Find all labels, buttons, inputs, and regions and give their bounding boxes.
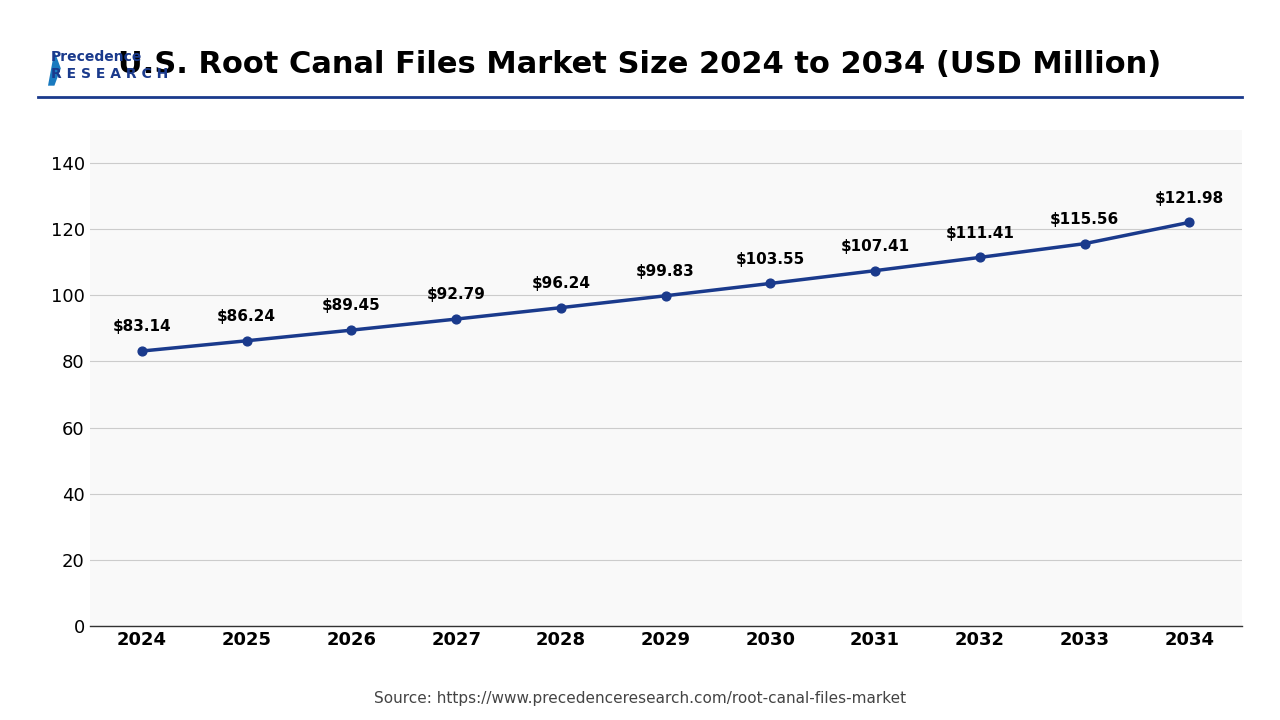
Text: $103.55: $103.55	[736, 252, 805, 267]
Point	[237, 335, 257, 346]
Point	[132, 346, 152, 357]
Point	[760, 278, 781, 289]
Point	[1074, 238, 1094, 249]
Polygon shape	[49, 51, 61, 86]
Text: $121.98: $121.98	[1155, 191, 1224, 206]
Point	[445, 313, 466, 325]
Point	[865, 265, 886, 276]
Text: Precedence
R E S E A R C H: Precedence R E S E A R C H	[51, 50, 169, 81]
Text: $107.41: $107.41	[841, 239, 910, 254]
Text: U.S. Root Canal Files Market Size 2024 to 2034 (USD Million): U.S. Root Canal Files Market Size 2024 t…	[118, 50, 1162, 79]
Text: $83.14: $83.14	[113, 320, 172, 334]
Point	[655, 290, 676, 302]
Text: Source: https://www.precedenceresearch.com/root-canal-files-market: Source: https://www.precedenceresearch.c…	[374, 690, 906, 706]
Point	[969, 252, 989, 264]
Point	[550, 302, 571, 313]
Text: $111.41: $111.41	[946, 226, 1014, 240]
Point	[342, 325, 362, 336]
Text: $99.83: $99.83	[636, 264, 695, 279]
Point	[1179, 217, 1199, 228]
Text: $86.24: $86.24	[218, 309, 276, 324]
Text: $92.79: $92.79	[426, 287, 485, 302]
Text: $96.24: $96.24	[531, 276, 590, 291]
Text: $115.56: $115.56	[1050, 212, 1119, 227]
Text: $89.45: $89.45	[323, 299, 380, 313]
